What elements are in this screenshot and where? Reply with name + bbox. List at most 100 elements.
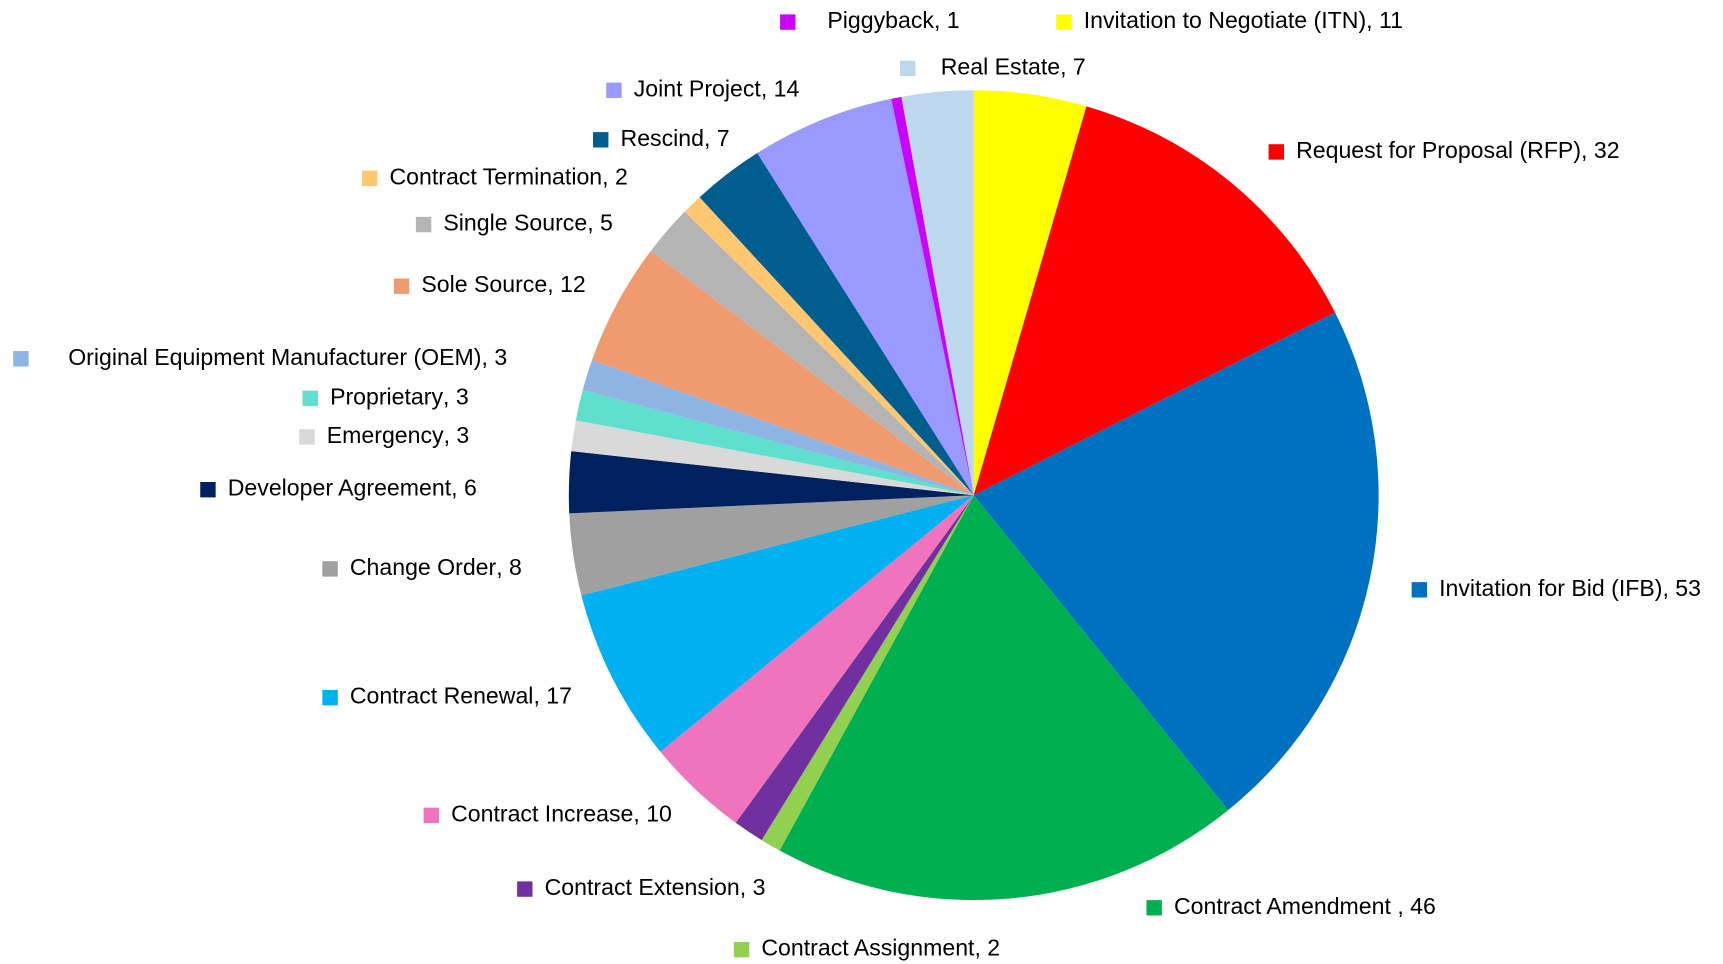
value-label: , 53	[1662, 575, 1701, 601]
category-name: Real Estate	[941, 53, 1060, 79]
legend-swatch	[1146, 900, 1162, 916]
data-label: Developer Agreement, 6	[228, 475, 477, 501]
legend-swatch	[361, 170, 378, 187]
legend-swatch	[1056, 14, 1072, 30]
category-name: Contract Amendment	[1174, 893, 1397, 919]
category-name: Sole Source	[421, 271, 547, 297]
data-label: Emergency, 3	[327, 422, 470, 448]
legend-swatch	[1268, 144, 1284, 160]
category-name: Contract Extension	[545, 874, 740, 900]
category-name: Contract Renewal	[350, 683, 534, 709]
legend-swatch	[393, 278, 410, 294]
value-label: , 3	[481, 344, 507, 370]
value-label: , 11	[1366, 7, 1403, 33]
pie-slice	[973, 106, 1336, 496]
category-name: Contract Assignment	[761, 935, 975, 961]
pie-slice	[571, 420, 974, 496]
pie-slice	[757, 98, 974, 496]
category-name: Change Order	[350, 554, 497, 580]
category-name: Original Equipment Manufacturer (OEM)	[68, 344, 481, 370]
legend-swatch	[423, 807, 440, 824]
data-label: Request for Proposal (RFP), 32	[1296, 137, 1619, 163]
data-label: Contract Assignment, 2	[761, 935, 1000, 961]
legend-swatch	[733, 941, 750, 958]
data-label: Invitation to Negotiate (ITN), 11	[1084, 7, 1403, 33]
pie-slice	[735, 495, 974, 841]
value-label: , 5	[587, 210, 613, 236]
legend-swatch	[200, 482, 216, 498]
pie-slice	[569, 495, 974, 596]
legend-swatch	[302, 390, 318, 407]
category-name: Invitation for Bid (IFB)	[1439, 575, 1662, 601]
data-label: Contract Extension, 3	[545, 874, 766, 900]
value-label: , 14	[761, 75, 800, 101]
pie-slice	[891, 96, 974, 496]
data-label: Rescind, 7	[621, 125, 730, 151]
pie-slice	[568, 451, 974, 514]
value-label: , 17	[533, 683, 572, 709]
category-name: Contract Increase	[451, 800, 633, 826]
data-label: Contract Amendment , 46	[1174, 893, 1436, 919]
pie-slice	[699, 153, 974, 496]
data-label: Real Estate, 7	[941, 53, 1086, 79]
category-name: Joint Project	[634, 75, 762, 101]
data-label: Original Equipment Manufacturer (OEM), 3	[68, 344, 507, 370]
legend-swatch	[322, 561, 338, 577]
category-name: Developer Agreement	[228, 475, 452, 501]
category-name: Contract Termination	[389, 163, 602, 189]
legend-swatch	[415, 216, 432, 233]
category-name: Proprietary	[330, 383, 443, 409]
pie-slice	[650, 211, 974, 496]
legend-swatch	[780, 14, 796, 30]
value-label: , 46	[1397, 893, 1436, 919]
value-label: , 3	[443, 383, 469, 409]
pie-slice	[660, 495, 974, 823]
value-label: , 10	[633, 800, 672, 826]
data-label: Contract Renewal, 17	[350, 683, 572, 709]
value-label: , 3	[740, 874, 766, 900]
legend-swatch	[900, 60, 916, 77]
value-label: , 6	[451, 475, 477, 501]
pie-slice	[575, 389, 974, 496]
data-label: Proprietary, 3	[330, 383, 469, 409]
pie-slice	[901, 90, 974, 496]
value-label: , 3	[444, 422, 470, 448]
value-label: , 2	[974, 935, 1000, 961]
pie-slice	[973, 312, 1379, 811]
legend-swatch	[1411, 582, 1428, 598]
pie-slice	[581, 495, 974, 752]
legend-swatch	[517, 881, 533, 897]
category-name: Single Source	[443, 210, 587, 236]
legend-swatch	[606, 82, 622, 99]
data-label: Joint Project, 14	[634, 75, 800, 101]
category-name: Emergency	[327, 422, 444, 448]
category-name: Request for Proposal (RFP)	[1296, 137, 1581, 163]
value-label: , 32	[1581, 137, 1620, 163]
pie-slice	[684, 197, 974, 496]
legend-swatch	[322, 689, 338, 706]
legend-swatch	[593, 132, 609, 148]
value-label: , 8	[496, 554, 522, 580]
pie-slice	[761, 495, 974, 851]
legend-swatch	[13, 351, 29, 367]
data-label: Change Order, 8	[350, 554, 522, 580]
data-label: Contract Termination, 2	[389, 163, 627, 189]
pie-slice	[779, 495, 1229, 901]
legend-swatch	[299, 429, 315, 445]
value-label: , 7	[704, 125, 730, 151]
data-label: Invitation for Bid (IFB), 53	[1439, 575, 1701, 601]
pie-slice	[591, 250, 974, 496]
pie-slice	[582, 360, 974, 496]
data-label: Piggyback, 1	[827, 7, 959, 33]
value-label: , 12	[547, 271, 586, 297]
category-name: Piggyback	[827, 7, 934, 33]
category-name: Invitation to Negotiate (ITN)	[1084, 7, 1366, 33]
value-label: , 1	[934, 7, 960, 33]
data-label: Single Source, 5	[443, 210, 612, 236]
data-label: Sole Source, 12	[421, 271, 585, 297]
value-label: , 7	[1060, 53, 1086, 79]
value-label: , 2	[602, 163, 628, 189]
category-name: Rescind	[621, 125, 704, 151]
pie-slice	[973, 90, 1087, 496]
